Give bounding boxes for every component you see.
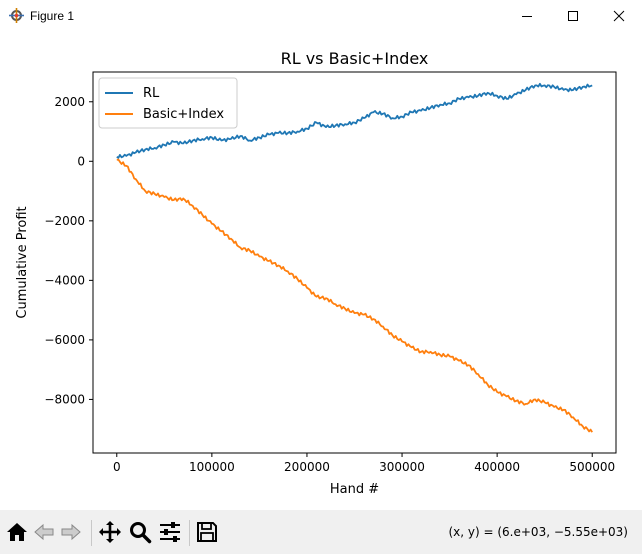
series-layer (116, 82, 593, 433)
toolbar-separator (189, 520, 190, 546)
series-line-basic-index (116, 158, 593, 433)
y-tick-label: 0 (77, 154, 85, 168)
x-tick-label: 200000 (284, 460, 330, 474)
back-icon (34, 523, 54, 541)
minimize-button[interactable] (504, 0, 550, 31)
close-icon (613, 10, 625, 21)
series-line-rl (116, 82, 593, 159)
legend-label: Basic+Index (143, 107, 224, 122)
y-axis-ticks: 2000 0 −2000 −4000 −6000 −8000 (44, 95, 93, 406)
zoom-button[interactable] (127, 519, 153, 545)
y-tick-label: −2000 (44, 214, 85, 228)
zoom-icon (130, 522, 152, 544)
toolbar-separator (91, 520, 92, 546)
window-titlebar: Figure 1 (0, 0, 642, 31)
line-chart: RL vs Basic+Index 0 100000 200000 300000 400… (15, 49, 617, 497)
maximize-icon (568, 10, 578, 21)
forward-button[interactable] (58, 519, 84, 545)
figure-app-icon (9, 8, 24, 23)
configure-subplots-button[interactable] (157, 519, 183, 545)
y-tick-label: −8000 (44, 392, 85, 406)
legend: RL Basic+Index (98, 77, 238, 129)
x-tick-label: 100000 (189, 460, 235, 474)
y-tick-label: −6000 (44, 333, 85, 347)
y-tick-label: 2000 (54, 95, 85, 109)
legend-box (98, 77, 238, 129)
x-tick-label: 400000 (474, 460, 520, 474)
close-button[interactable] (596, 0, 642, 31)
back-button[interactable] (31, 519, 57, 545)
chart-title: RL vs Basic+Index (281, 49, 429, 68)
pan-icon (99, 521, 121, 543)
legend-label: RL (143, 86, 160, 101)
home-button[interactable] (4, 519, 30, 545)
configure-subplots-icon (160, 522, 180, 542)
pan-button[interactable] (97, 519, 123, 545)
y-tick-label: −4000 (44, 273, 85, 287)
x-tick-label: 500000 (569, 460, 615, 474)
axes-frame (92, 71, 617, 454)
x-tick-label: 300000 (379, 460, 425, 474)
home-icon (7, 523, 27, 541)
save-button[interactable] (194, 519, 220, 545)
maximize-button[interactable] (550, 0, 596, 31)
minimize-icon (522, 15, 532, 17)
x-axis-label: Hand # (330, 482, 379, 497)
y-axis-label: Cumulative Profit (15, 206, 30, 318)
window-title: Figure 1 (30, 9, 75, 23)
x-axis-ticks: 0 100000 200000 300000 400000 500000 (113, 453, 615, 474)
figure-canvas[interactable]: RL vs Basic+Index 0 100000 200000 300000 400… (0, 31, 642, 510)
forward-icon (61, 523, 81, 541)
save-icon (197, 522, 217, 542)
x-tick-label: 0 (113, 460, 121, 474)
navigation-toolbar: (x, y) = (6.e+03, −5.55e+03) (0, 510, 642, 554)
cursor-coordinates: (x, y) = (6.e+03, −5.55e+03) (448, 525, 628, 539)
